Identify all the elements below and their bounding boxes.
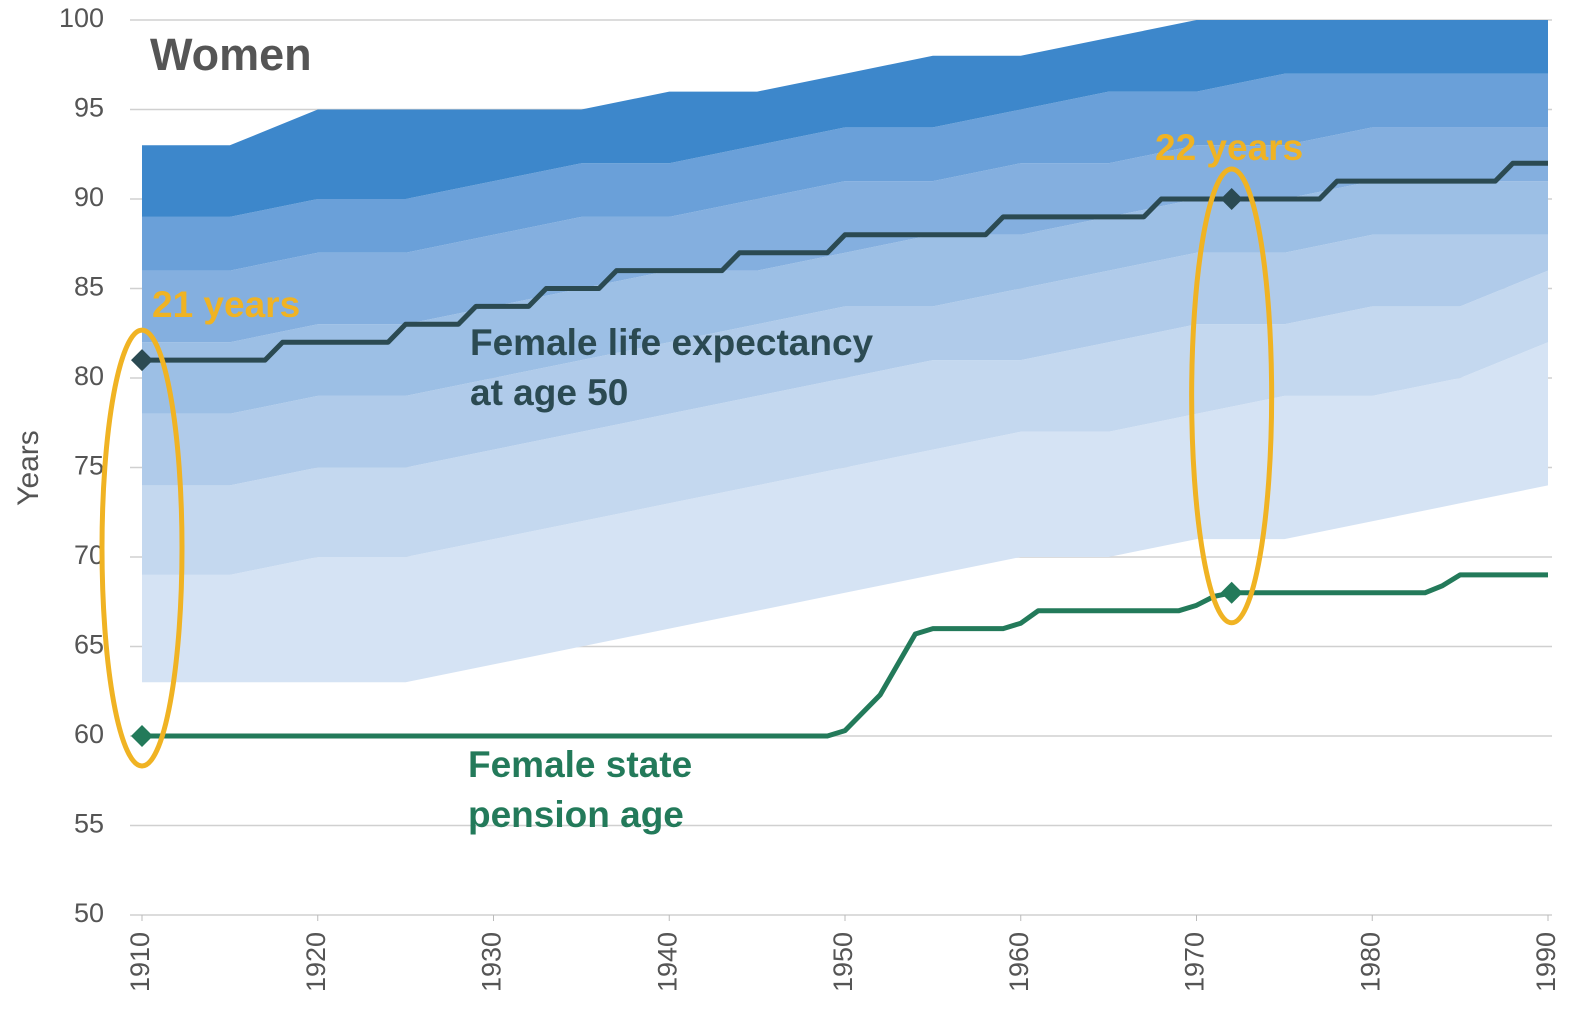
highlight-ellipse bbox=[99, 327, 185, 769]
series-line bbox=[142, 160, 1548, 363]
fan-band bbox=[142, 181, 1548, 414]
x-tick-label: 1960 bbox=[1004, 932, 1034, 992]
fan-band bbox=[142, 270, 1548, 575]
y-tick-label: 80 bbox=[74, 361, 104, 391]
highlight-marker bbox=[1220, 188, 1243, 210]
line-label: Female state bbox=[468, 744, 692, 785]
y-tick-label: 85 bbox=[74, 272, 104, 302]
y-tick-label: 55 bbox=[74, 809, 104, 839]
x-tick-label: 1980 bbox=[1355, 932, 1385, 992]
line-label: at age 50 bbox=[470, 372, 628, 413]
line-label: Female life expectancy bbox=[470, 322, 874, 363]
y-tick-label: 100 bbox=[59, 3, 104, 33]
highlight-marker bbox=[131, 349, 153, 372]
fan-band bbox=[142, 20, 1548, 217]
x-tick-label: 1920 bbox=[301, 932, 331, 992]
highlight-label: 21 years bbox=[152, 284, 300, 325]
x-tick-label: 1940 bbox=[652, 932, 682, 992]
chart-title: Women bbox=[150, 29, 312, 80]
y-tick-label: 60 bbox=[74, 719, 104, 749]
y-tick-label: 95 bbox=[74, 93, 104, 123]
x-tick-label: 1970 bbox=[1180, 932, 1210, 992]
fan-band bbox=[142, 73, 1548, 271]
line-label: pension age bbox=[468, 794, 684, 835]
series-line bbox=[142, 572, 1548, 739]
y-tick-label: 70 bbox=[74, 540, 104, 570]
highlight-marker bbox=[1220, 581, 1243, 604]
y-tick-label: 90 bbox=[74, 182, 104, 212]
y-tick-label: 75 bbox=[74, 451, 104, 481]
y-axis-label: Years bbox=[12, 430, 45, 506]
x-tick-label: 1950 bbox=[828, 932, 858, 992]
x-tick-label: 1930 bbox=[477, 932, 507, 992]
x-tick-label: 1990 bbox=[1531, 932, 1561, 992]
y-tick-label: 50 bbox=[74, 898, 104, 928]
y-tick-label: 65 bbox=[74, 630, 104, 660]
highlight-label: 22 years bbox=[1155, 127, 1303, 168]
fan-band bbox=[142, 342, 1548, 683]
highlight-ellipse bbox=[1189, 166, 1275, 626]
highlight-marker bbox=[131, 725, 153, 747]
x-tick-label: 1910 bbox=[125, 932, 155, 992]
